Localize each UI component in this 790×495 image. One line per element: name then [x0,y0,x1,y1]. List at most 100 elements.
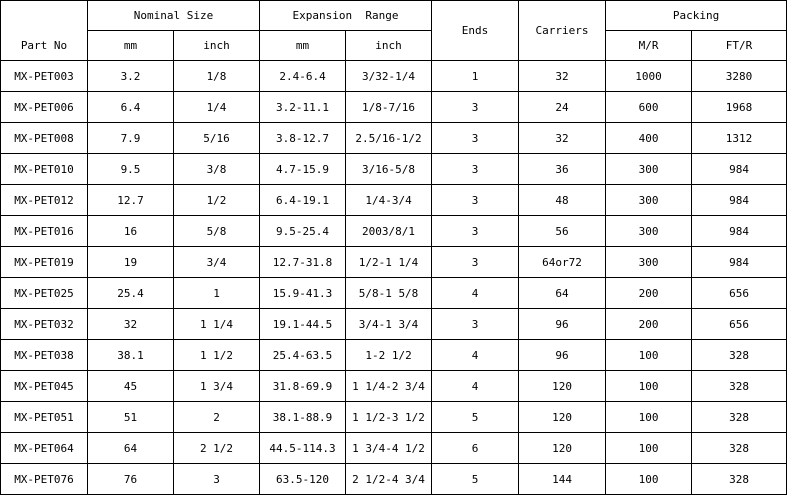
cell-packing-ftr: 328 [691,401,788,433]
cell-ends: 1 [431,60,520,92]
cell-carriers: 96 [518,308,607,340]
header-expansion-mm: mm [259,30,347,61]
cell-nominal-mm: 9.5 [87,153,174,185]
cell-packing-ftr: 328 [691,463,788,495]
cell-packing-ftr: 3280 [691,60,788,92]
cell-ends: 3 [431,215,520,247]
cell-packing-ftr: 984 [691,246,788,278]
cell-part-no: MX-PET051 [0,401,88,433]
cell-expansion-mm: 19.1-44.5 [259,308,347,340]
cell-expansion-mm: 15.9-41.3 [259,277,347,309]
cell-part-no: MX-PET038 [0,339,88,371]
table-row: MX-PET038 38.1 1 1/2 25.4-63.5 1-2 1/2 4 96 100… [0,339,788,371]
cell-carriers: 120 [518,401,607,433]
cell-expansion-inch: 1 1/4-2 3/4 [345,370,433,402]
cell-expansion-mm: 38.1-88.9 [259,401,347,433]
cell-nominal-mm: 3.2 [87,60,174,92]
cell-nominal-mm: 19 [87,246,174,278]
cell-part-no: MX-PET016 [0,215,88,247]
cell-expansion-inch: 3/4-1 3/4 [345,308,433,340]
cell-nominal-mm: 45 [87,370,174,402]
table-row: MX-PET003 3.2 1/8 2.4-6.4 3/32-1/4 1 32 1000 328… [0,60,788,92]
cell-expansion-inch: 1/4-3/4 [345,184,433,216]
cell-carriers: 36 [518,153,607,185]
cell-carriers: 144 [518,463,607,495]
cell-packing-ftr: 1312 [691,122,788,154]
cell-expansion-inch: 1/2-1 1/4 [345,246,433,278]
cell-packing-ftr: 328 [691,370,788,402]
cell-part-no: MX-PET010 [0,153,88,185]
cell-packing-mr: 100 [605,339,693,371]
cell-ends: 3 [431,246,520,278]
cell-packing-mr: 1000 [605,60,693,92]
cell-part-no: MX-PET012 [0,184,88,216]
cell-ends: 4 [431,370,520,402]
cell-carriers: 48 [518,184,607,216]
cell-carriers: 96 [518,339,607,371]
cell-nominal-inch: 1 1/4 [172,308,261,340]
cell-carriers: 56 [518,215,607,247]
header-packing-ftr: FT/R [691,30,788,61]
cell-expansion-mm: 31.8-69.9 [259,370,347,402]
cell-nominal-mm: 6.4 [87,91,174,123]
table-row: MX-PET064 64 2 1/2 44.5-114.3 1 3/4-4 1/2 6 12… [0,432,788,464]
cell-packing-mr: 300 [605,153,693,185]
cell-part-no: MX-PET025 [0,277,88,309]
cell-nominal-inch: 5/8 [172,215,261,247]
cell-packing-ftr: 328 [691,339,788,371]
cell-nominal-inch: 2 1/2 [172,432,261,464]
table-row: MX-PET016 16 5/8 9.5-25.4 2003/8/1 3 56 300 984 [0,215,788,247]
cell-packing-ftr: 328 [691,432,788,464]
cell-packing-mr: 300 [605,246,693,278]
cell-nominal-inch: 1/4 [172,91,261,123]
header-packing: Packing [605,0,788,31]
cell-expansion-mm: 25.4-63.5 [259,339,347,371]
cell-expansion-inch: 2003/8/1 [345,215,433,247]
cell-carriers: 32 [518,60,607,92]
cell-nominal-mm: 25.4 [87,277,174,309]
cell-ends: 5 [431,401,520,433]
cell-expansion-mm: 63.5-120 [259,463,347,495]
cell-nominal-mm: 16 [87,215,174,247]
table-row: MX-PET019 19 3/4 12.7-31.8 1/2-1 1/4 3 64or72 3… [0,246,788,278]
cell-packing-mr: 100 [605,463,693,495]
cell-part-no: MX-PET019 [0,246,88,278]
cell-expansion-mm: 44.5-114.3 [259,432,347,464]
cell-expansion-mm: 6.4-19.1 [259,184,347,216]
header-part-no: Part No [0,0,88,61]
cell-expansion-inch: 2.5/16-1/2 [345,122,433,154]
cell-part-no: MX-PET064 [0,432,88,464]
cell-expansion-inch: 2 1/2-4 3/4 [345,463,433,495]
cell-ends: 4 [431,277,520,309]
cell-expansion-mm: 3.2-11.1 [259,91,347,123]
table-row: MX-PET051 51 2 38.1-88.9 1 1/2-3 1/2 5 120 100 3… [0,401,788,433]
cell-packing-mr: 200 [605,308,693,340]
cell-ends: 6 [431,432,520,464]
cell-part-no: MX-PET076 [0,463,88,495]
cell-expansion-inch: 3/16-5/8 [345,153,433,185]
cell-nominal-inch: 1 1/2 [172,339,261,371]
cell-ends: 3 [431,122,520,154]
table-row: MX-PET076 76 3 63.5-120 2 1/2-4 3/4 5 144 100 32… [0,463,788,495]
header-ends: Ends [431,0,520,61]
cell-carriers: 24 [518,91,607,123]
table-row: MX-PET006 6.4 1/4 3.2-11.1 1/8-7/16 3 24 600 196… [0,91,788,123]
cell-part-no: MX-PET045 [0,370,88,402]
cell-carriers: 64 [518,277,607,309]
cell-expansion-inch: 1/8-7/16 [345,91,433,123]
header-nominal-inch: inch [172,30,261,61]
header-nominal-mm: mm [87,30,174,61]
cell-nominal-inch: 5/16 [172,122,261,154]
cell-nominal-inch: 3 [172,463,261,495]
cell-nominal-inch: 2 [172,401,261,433]
cell-expansion-mm: 12.7-31.8 [259,246,347,278]
cell-packing-ftr: 984 [691,184,788,216]
cell-expansion-inch: 1 3/4-4 1/2 [345,432,433,464]
cell-ends: 3 [431,91,520,123]
cell-nominal-inch: 3/4 [172,246,261,278]
cell-packing-mr: 100 [605,432,693,464]
table-row: MX-PET025 25.4 1 15.9-41.3 5/8-1 5/8 4 64 200 65… [0,277,788,309]
cell-ends: 3 [431,308,520,340]
cell-packing-ftr: 984 [691,215,788,247]
cell-nominal-inch: 1/2 [172,184,261,216]
